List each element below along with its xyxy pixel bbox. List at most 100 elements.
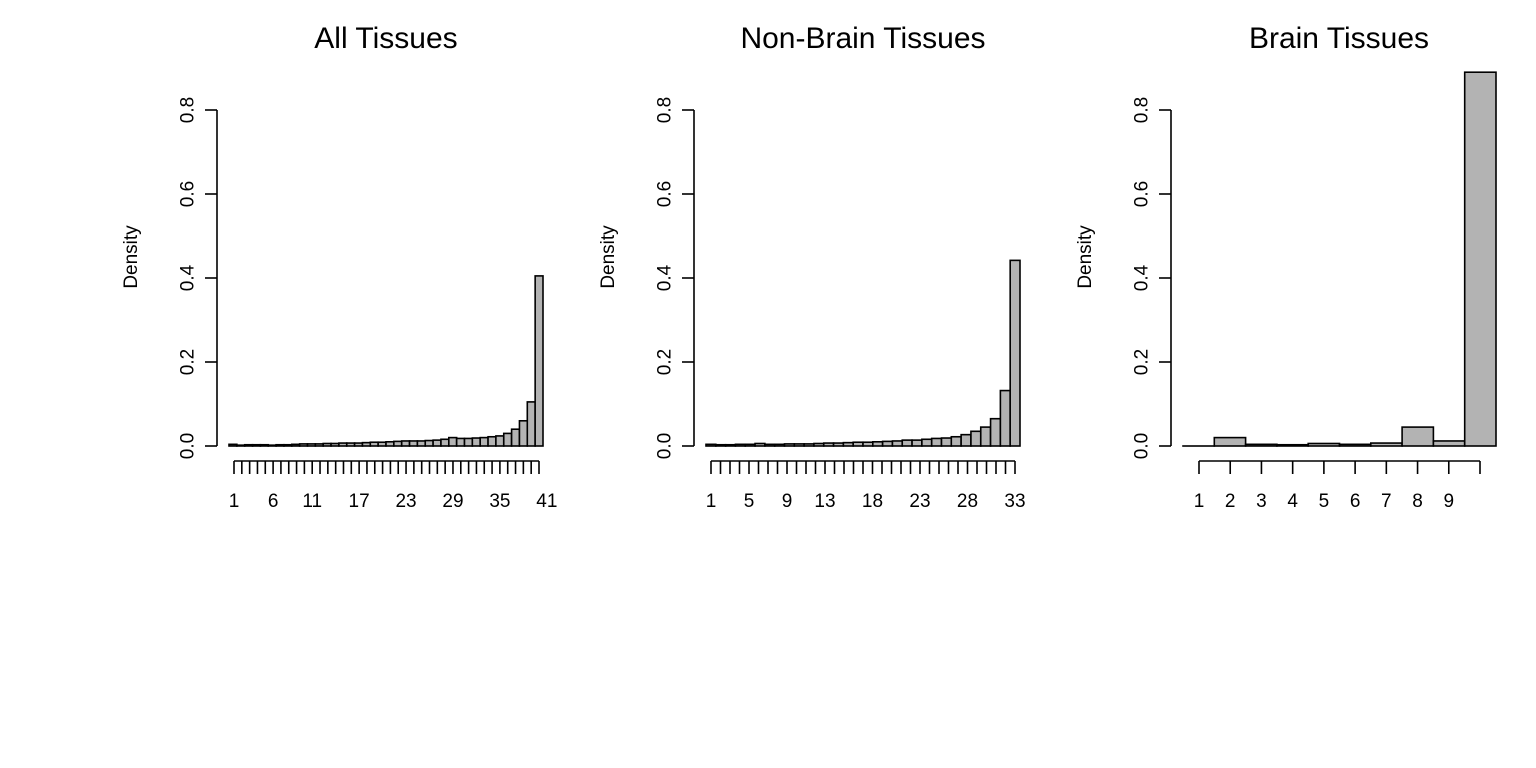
- bar: [385, 440, 395, 447]
- bar: [455, 437, 466, 447]
- bars: [705, 259, 1021, 447]
- y-tick-label: 0.4: [178, 264, 199, 291]
- bar: [970, 430, 982, 447]
- x-tick-label: 41: [536, 491, 557, 512]
- bar: [862, 441, 874, 447]
- bar: [1370, 442, 1403, 447]
- bar: [705, 443, 717, 447]
- y-tick-label: 0.6: [178, 181, 199, 207]
- x-tick-label: 1: [229, 491, 240, 512]
- x-tick-label: 23: [395, 491, 416, 512]
- bar: [440, 438, 450, 447]
- bar: [534, 275, 544, 447]
- bar: [911, 439, 923, 447]
- bar: [330, 442, 340, 447]
- bar: [283, 443, 293, 447]
- y-tick-label: 0.2: [1132, 349, 1153, 375]
- bar: [322, 442, 332, 447]
- bar: [298, 443, 309, 447]
- panel-non-brain-tissues: Non-Brain Tissues Density 0.00.20.40.60.…: [598, 22, 1026, 512]
- bar: [734, 443, 747, 447]
- bar: [393, 440, 403, 447]
- axes: 0.0 0.2 0.4 0.6 0.8 1 2 3 4 5 6 7 8 9: [1132, 97, 1481, 512]
- x-tick-label: 29: [442, 491, 463, 512]
- bar: [930, 437, 943, 447]
- bar: [764, 443, 776, 447]
- bar: [832, 442, 845, 447]
- bar: [487, 435, 497, 447]
- bar: [518, 419, 529, 447]
- bar: [495, 435, 505, 447]
- bar: [1244, 443, 1278, 447]
- bar: [447, 436, 458, 447]
- bar: [921, 438, 933, 447]
- axes: 0.0 0.2 0.4 0.6 0.8 1 6 11 17 23 29 35 41: [178, 97, 558, 512]
- bar: [400, 440, 411, 447]
- x-tick-label: 8: [1412, 491, 1423, 512]
- bar: [822, 442, 835, 447]
- chart-title: Brain Tissues: [1249, 22, 1429, 55]
- bar: [471, 437, 482, 447]
- x-tick-label: 7: [1381, 491, 1392, 512]
- bar: [345, 442, 356, 447]
- bar: [793, 443, 805, 447]
- y-axis-label: Density: [121, 225, 142, 289]
- bars: [1182, 71, 1497, 447]
- bar: [479, 436, 489, 447]
- y-axis-label: Density: [598, 225, 619, 289]
- bar: [940, 437, 953, 447]
- bars: [228, 275, 544, 447]
- bar: [377, 441, 387, 447]
- bar: [1307, 442, 1341, 447]
- bar: [1463, 71, 1497, 447]
- bar: [243, 443, 254, 447]
- bar: [1213, 436, 1247, 447]
- y-tick-label: 0.6: [1132, 181, 1153, 207]
- y-tick-label: 0.4: [1132, 264, 1153, 291]
- bar: [416, 440, 427, 447]
- x-tick-label: 1: [706, 491, 717, 512]
- y-tick-label: 0.8: [655, 97, 676, 123]
- x-tick-label: 6: [268, 491, 279, 512]
- bar: [999, 389, 1011, 447]
- bar: [979, 426, 992, 447]
- bar: [228, 443, 238, 447]
- bar: [526, 401, 536, 447]
- x-tick-label: 1: [1194, 491, 1205, 512]
- bar: [1276, 443, 1310, 447]
- x-tick-label: 11: [302, 491, 322, 512]
- y-tick-label: 0.0: [178, 433, 199, 459]
- bar: [259, 443, 270, 447]
- bar: [424, 439, 434, 447]
- y-tick-label: 0.4: [655, 264, 676, 291]
- bar: [408, 440, 419, 447]
- y-axis-label: Density: [1075, 225, 1096, 289]
- bar: [783, 443, 796, 447]
- bar: [744, 443, 756, 447]
- bar: [813, 442, 825, 447]
- bar: [1432, 440, 1466, 447]
- panel-brain-tissues: Brain Tissues Density 0.0 0.2 0.4 0.6 0.8 1 2 3…: [1075, 22, 1497, 512]
- y-tick-label: 0.0: [655, 433, 676, 459]
- x-tick-label: 13: [814, 491, 835, 512]
- bar: [881, 440, 894, 447]
- x-tick-label: 5: [1319, 491, 1330, 512]
- bar: [754, 442, 766, 447]
- y-tick-label: 0.8: [1132, 97, 1153, 123]
- bar: [842, 441, 854, 447]
- bar: [960, 433, 972, 447]
- chart-title: Non-Brain Tissues: [740, 22, 985, 55]
- bar: [432, 439, 442, 447]
- bar: [290, 443, 301, 447]
- y-tick-label: 0.8: [178, 97, 199, 123]
- bar: [275, 443, 285, 447]
- axes: 0.0 0.2 0.4 0.6 0.8 1 5 9 13 18 23 28 33: [655, 97, 1026, 512]
- x-tick-label: 5: [744, 491, 755, 512]
- bar: [314, 443, 325, 447]
- bar: [361, 441, 372, 447]
- bar: [989, 417, 1002, 447]
- bar: [715, 443, 727, 447]
- x-tick-label: 33: [1004, 491, 1025, 512]
- bar: [950, 435, 962, 447]
- x-tick-label: 9: [1443, 491, 1454, 512]
